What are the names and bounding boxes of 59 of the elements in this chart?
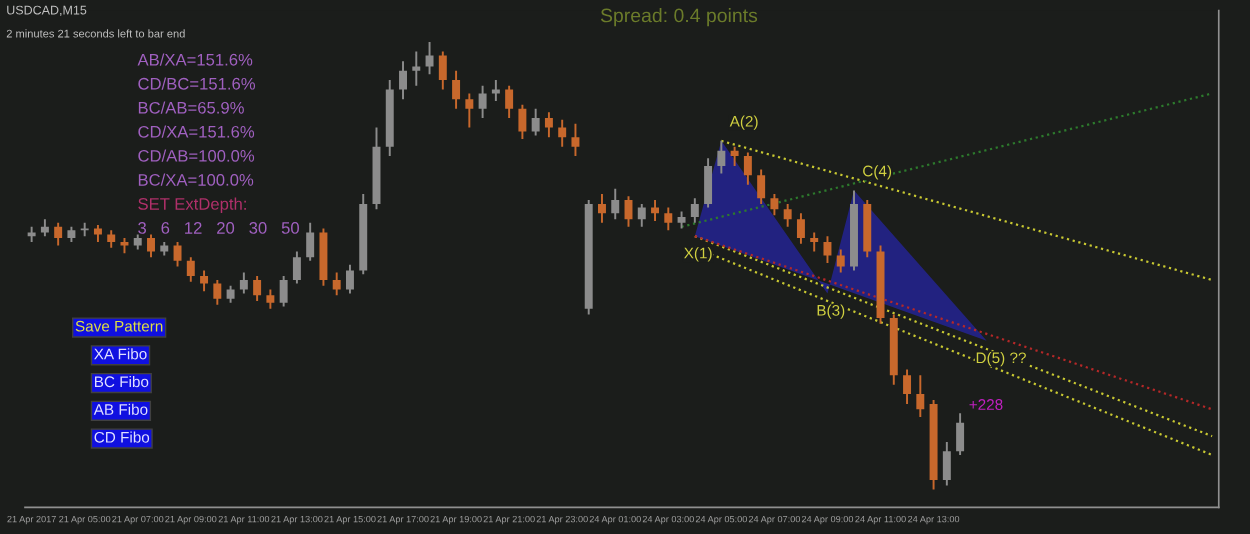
candlestick [491,79,500,103]
candlestick [717,139,726,175]
candlestick [836,248,845,274]
candlestick [306,221,315,262]
candlestick [173,241,182,268]
candlestick [478,84,487,120]
annotation: CD/BC=151.6% [138,77,256,90]
candlestick [598,193,606,224]
candlestick [942,441,951,487]
candlestick [558,118,567,148]
annotation: CD/XA=151.6% [138,125,255,138]
candlestick [544,111,553,139]
candlestick [903,368,912,405]
candlestick [239,271,248,295]
candlestick [253,275,262,303]
candlestick [292,250,301,285]
annotation: SET ExtDepth: [138,197,246,214]
candlestick [279,275,288,308]
candlestick [531,107,540,137]
candlestick [332,271,341,297]
candlestick [571,122,580,158]
candlestick [810,231,819,253]
annotation: BC/XA=100.0% [138,173,254,186]
candlestick [452,69,461,110]
candlestick [266,288,275,310]
candlestick [319,227,328,287]
candlestick [956,412,965,456]
candlestick [186,256,195,283]
annotation: BC/AB=65.9% [138,101,244,114]
candlestick [505,84,514,120]
candlestick [704,157,713,209]
candlestick [730,145,739,167]
candlestick [611,187,620,221]
candlestick [213,279,222,306]
candlestick [54,221,63,247]
candlestick [399,60,407,101]
candlestick [147,233,155,259]
candlestick [770,193,779,217]
candlestick [757,168,766,205]
candlestick [863,198,872,259]
annotation: CD/AB=100.0% [138,149,255,162]
candlestick [345,263,354,295]
candlestick [796,212,805,245]
candlestick [664,206,673,232]
candlestick [465,92,474,129]
candlestick [783,202,792,228]
candlestick [438,50,447,91]
candlestick [200,269,209,293]
candlestick [916,374,925,418]
annotation: AB/XA=151.6% [137,53,253,66]
candlestick [690,197,699,224]
annotation: 3 6 12 20 30 50 [138,222,299,234]
candlestick [637,202,646,228]
candlestick [518,103,527,141]
chart-subtitle: Spread: 0.4 points [600,8,758,27]
candlestick [425,41,434,76]
candlestick [823,235,832,264]
candlestick [412,50,421,87]
candlestick [743,151,752,186]
